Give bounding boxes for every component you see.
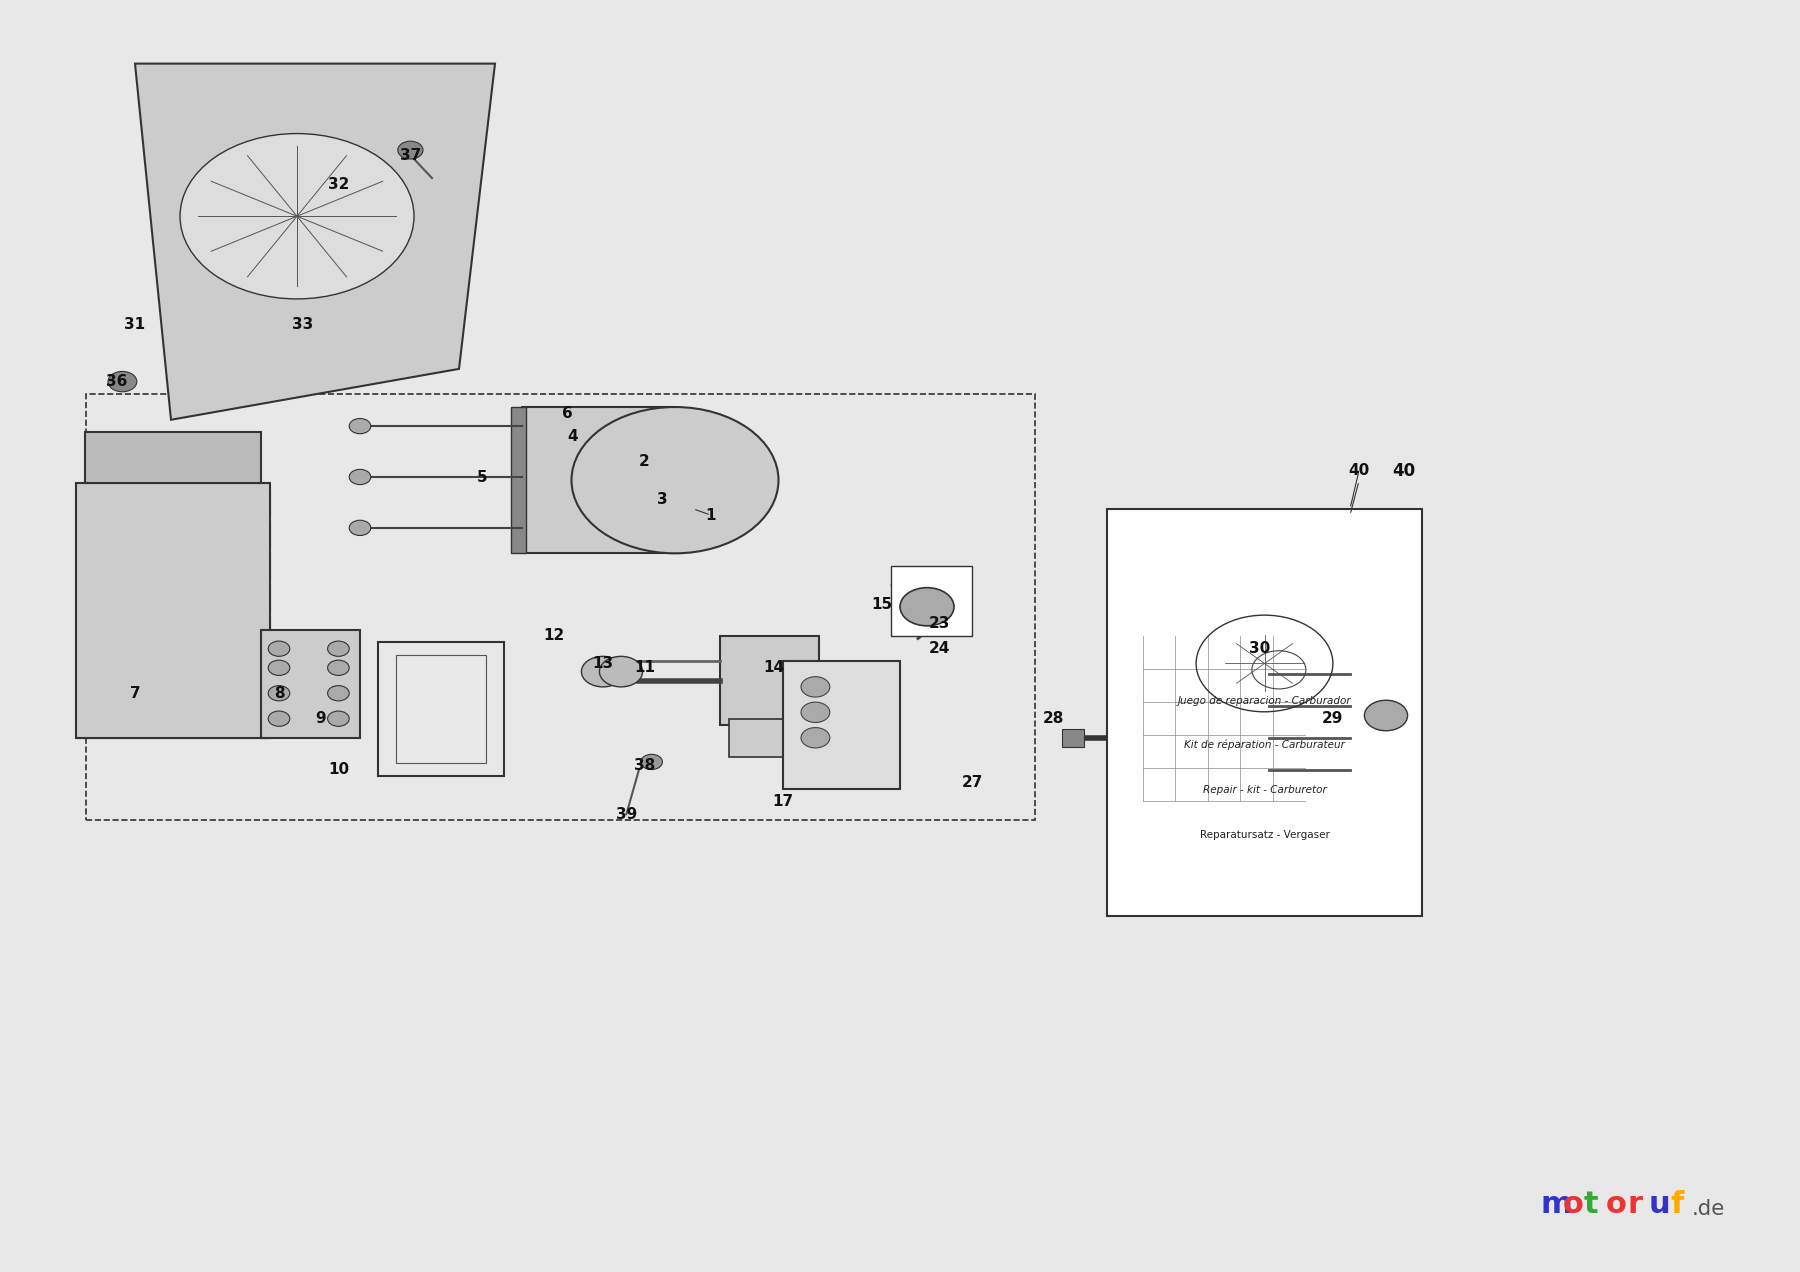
Circle shape: [268, 711, 290, 726]
Bar: [522, 407, 675, 553]
Bar: [76, 681, 270, 706]
Circle shape: [328, 641, 349, 656]
Text: 13: 13: [592, 656, 614, 672]
Bar: [76, 483, 270, 738]
Bar: [86, 394, 1035, 820]
Text: o: o: [1562, 1189, 1584, 1219]
Bar: [1107, 509, 1422, 916]
Text: u: u: [1649, 1189, 1670, 1219]
Circle shape: [641, 754, 662, 770]
Bar: [378, 642, 504, 776]
Bar: [76, 490, 270, 515]
Circle shape: [801, 677, 830, 697]
Text: .de: .de: [1692, 1198, 1724, 1219]
Bar: [891, 566, 972, 636]
Bar: [720, 636, 819, 725]
Text: o: o: [1606, 1189, 1627, 1219]
Text: 38: 38: [634, 758, 655, 773]
Circle shape: [349, 418, 371, 434]
Circle shape: [801, 728, 830, 748]
Bar: [511, 407, 526, 553]
Text: 15: 15: [871, 597, 893, 612]
Text: Juego de reparacion - Carburador: Juego de reparacion - Carburador: [1177, 696, 1352, 706]
Bar: [76, 553, 270, 579]
Circle shape: [599, 656, 643, 687]
Text: 2: 2: [639, 454, 650, 469]
Polygon shape: [135, 64, 495, 420]
Text: 1: 1: [706, 508, 716, 523]
Text: 40: 40: [1348, 463, 1370, 478]
Text: 5: 5: [477, 469, 488, 485]
Circle shape: [900, 588, 954, 626]
Text: 36: 36: [106, 374, 128, 389]
Bar: [76, 617, 270, 642]
Text: 9: 9: [315, 711, 326, 726]
Text: 7: 7: [130, 686, 140, 701]
Text: t: t: [1584, 1189, 1598, 1219]
Text: 24: 24: [929, 641, 950, 656]
Text: 31: 31: [124, 317, 146, 332]
Circle shape: [328, 660, 349, 675]
Circle shape: [349, 520, 371, 536]
Text: 14: 14: [763, 660, 785, 675]
Text: Repair - kit - Carburetor: Repair - kit - Carburetor: [1202, 785, 1327, 795]
Text: 39: 39: [616, 806, 637, 822]
Circle shape: [349, 469, 371, 485]
Circle shape: [180, 134, 414, 299]
Text: 23: 23: [929, 616, 950, 631]
Bar: [396, 655, 486, 763]
Text: Reparatursatz - Vergaser: Reparatursatz - Vergaser: [1199, 829, 1330, 840]
Circle shape: [268, 660, 290, 675]
Text: m: m: [1541, 1189, 1573, 1219]
Bar: [783, 661, 900, 789]
Circle shape: [108, 371, 137, 392]
Text: 10: 10: [328, 762, 349, 777]
Text: f: f: [1670, 1189, 1683, 1219]
Circle shape: [398, 141, 423, 159]
Text: 17: 17: [772, 794, 794, 809]
Text: 40: 40: [1393, 462, 1415, 480]
Bar: [729, 719, 810, 757]
Text: r: r: [1627, 1189, 1642, 1219]
Bar: [85, 432, 261, 483]
Bar: [261, 630, 360, 738]
Circle shape: [581, 656, 625, 687]
Text: 30: 30: [1249, 641, 1271, 656]
Circle shape: [268, 686, 290, 701]
Circle shape: [572, 407, 778, 553]
Circle shape: [328, 686, 349, 701]
Text: 33: 33: [292, 317, 313, 332]
Circle shape: [268, 641, 290, 656]
Text: 28: 28: [1042, 711, 1064, 726]
Bar: [76, 649, 270, 674]
Bar: [1143, 636, 1305, 801]
Bar: [76, 585, 270, 611]
Bar: [1251, 630, 1368, 801]
Circle shape: [1364, 700, 1408, 730]
Bar: [76, 522, 270, 547]
Text: 27: 27: [961, 775, 983, 790]
Circle shape: [801, 702, 830, 722]
Bar: [76, 712, 270, 738]
Text: 32: 32: [328, 177, 349, 192]
Text: 8: 8: [274, 686, 284, 701]
Bar: [1062, 729, 1084, 747]
Text: 4: 4: [567, 429, 578, 444]
Text: 37: 37: [400, 148, 421, 163]
Text: 29: 29: [1321, 711, 1343, 726]
Text: 3: 3: [657, 492, 668, 508]
Text: 12: 12: [544, 628, 565, 644]
Text: Kit de réparation - Carburateur: Kit de réparation - Carburateur: [1184, 740, 1345, 750]
Text: 6: 6: [562, 406, 572, 421]
Text: 11: 11: [634, 660, 655, 675]
Circle shape: [328, 711, 349, 726]
